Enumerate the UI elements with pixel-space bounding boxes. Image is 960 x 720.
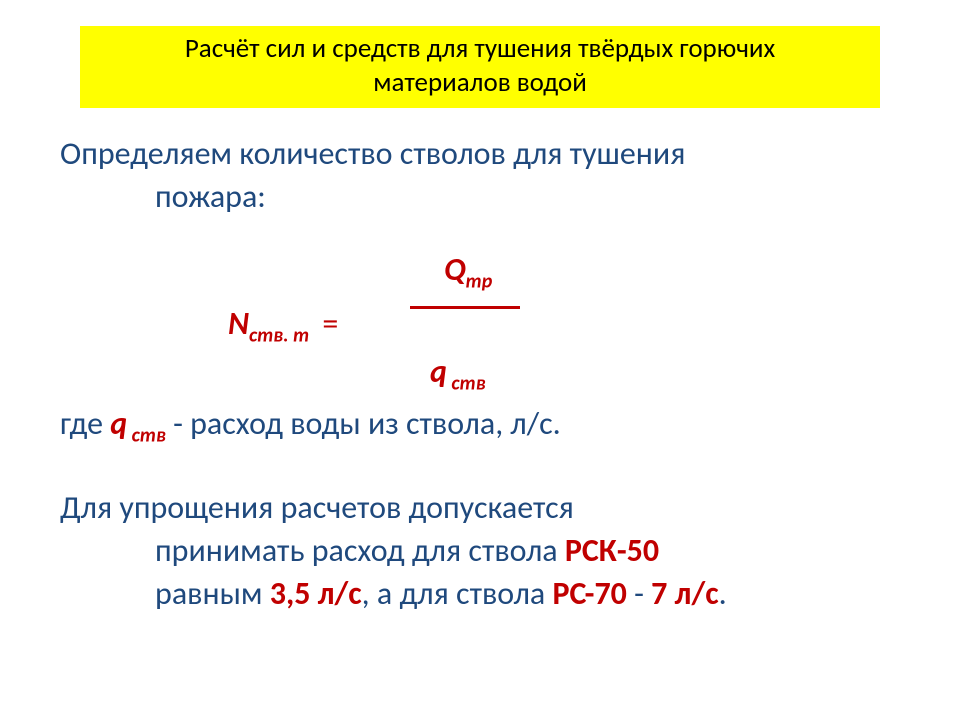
den-sub: ств [447, 372, 486, 396]
intro-paragraph: Определяем количество стволов для тушени… [60, 132, 900, 218]
formula-denominator: q ств [430, 350, 486, 397]
note-l3-g: . [719, 574, 727, 613]
left-sub: ств. т [249, 324, 309, 348]
note-paragraph: Для упрощения расчетов допускается прини… [60, 486, 900, 616]
note-l3-d: РС-70 [552, 574, 626, 613]
num-sub: тр [466, 270, 493, 294]
note-l3-b: 3,5 л/с [270, 574, 362, 613]
where-var-sub: ств [127, 424, 166, 448]
title-line-2: материалов водой [373, 66, 587, 99]
fraction-bar [410, 306, 520, 309]
title-line-1: Расчёт сил и средств для тушения твёрдых… [185, 32, 775, 65]
note-l3-a: равным [155, 574, 270, 613]
note-line-2: принимать расход для ствола РСК-50 [60, 529, 900, 572]
slide-title: Расчёт сил и средств для тушения твёрдых… [80, 26, 880, 108]
num-var: Q [444, 250, 466, 289]
formula-numerator: Qтр [444, 248, 492, 295]
where-prefix: где [60, 404, 110, 443]
where-var-main: q [110, 404, 127, 443]
slide-body: Определяем количество стволов для тушени… [60, 132, 900, 615]
left-var: N [228, 304, 249, 343]
den-var: q [430, 352, 447, 391]
formula: Qтр Nств. т = q ств [60, 228, 900, 398]
intro-line-1: Определяем количество стволов для тушени… [60, 134, 685, 173]
slide: Расчёт сил и средств для тушения твёрдых… [0, 0, 960, 720]
where-paragraph: где q ств - расход воды из ствола, л/с. [60, 402, 900, 449]
where-suffix: - расход воды из ствола, л/с. [166, 404, 561, 443]
equals-sign: = [316, 304, 338, 343]
note-l3-c: , а для ствола [362, 574, 553, 613]
where-var: q ств [110, 404, 166, 443]
note-l2-a: принимать расход для ствола [155, 531, 565, 570]
note-line-3: равным 3,5 л/с, а для ствола РС-70 - 7 л… [60, 572, 900, 615]
note-l3-f: 7 л/с [651, 574, 718, 613]
formula-left: Nств. т = [228, 302, 338, 349]
note-l2-b: РСК-50 [565, 531, 659, 570]
note-l3-e: - [627, 574, 651, 613]
note-line-1: Для упрощения расчетов допускается [60, 488, 574, 527]
intro-line-2: пожара: [60, 175, 900, 218]
